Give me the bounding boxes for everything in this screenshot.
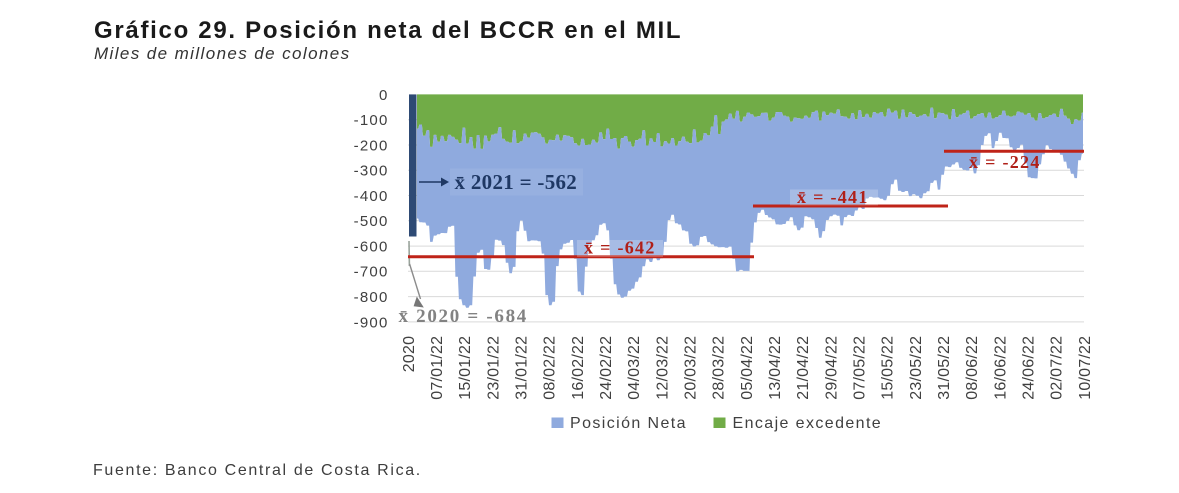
svg-text:23/05/22: 23/05/22 bbox=[908, 336, 925, 400]
svg-text:02/07/22: 02/07/22 bbox=[1049, 336, 1066, 400]
svg-text:x̄ = -224: x̄ = -224 bbox=[969, 152, 1041, 172]
svg-text:Posición Neta: Posición Neta bbox=[570, 415, 687, 432]
svg-text:-400: -400 bbox=[354, 188, 389, 205]
svg-text:-800: -800 bbox=[354, 289, 389, 306]
svg-text:16/02/22: 16/02/22 bbox=[570, 336, 587, 400]
svg-text:24/02/22: 24/02/22 bbox=[598, 336, 615, 400]
svg-text:10/07/22: 10/07/22 bbox=[1077, 336, 1094, 400]
svg-text:-500: -500 bbox=[354, 213, 389, 230]
svg-text:-900: -900 bbox=[354, 314, 389, 331]
svg-text:x̄ = -642: x̄ = -642 bbox=[584, 238, 656, 258]
svg-text:31/01/22: 31/01/22 bbox=[514, 336, 531, 400]
svg-text:21/04/22: 21/04/22 bbox=[795, 336, 812, 400]
svg-text:Encaje excedente: Encaje excedente bbox=[733, 415, 883, 432]
svg-text:31/05/22: 31/05/22 bbox=[936, 336, 953, 400]
svg-text:20/03/22: 20/03/22 bbox=[683, 336, 700, 400]
svg-text:24/06/22: 24/06/22 bbox=[1021, 336, 1038, 400]
svg-text:05/04/22: 05/04/22 bbox=[739, 336, 756, 400]
svg-text:x̄ 2020 = -684: x̄ 2020 = -684 bbox=[399, 306, 529, 327]
svg-text:23/01/22: 23/01/22 bbox=[485, 336, 502, 400]
svg-text:-100: -100 bbox=[354, 112, 389, 129]
svg-text:07/05/22: 07/05/22 bbox=[852, 336, 869, 400]
svg-text:12/03/22: 12/03/22 bbox=[654, 336, 671, 400]
svg-text:x̄ = -441: x̄ = -441 bbox=[797, 187, 869, 207]
svg-text:-300: -300 bbox=[354, 163, 389, 180]
svg-text:13/04/22: 13/04/22 bbox=[767, 336, 784, 400]
svg-text:28/03/22: 28/03/22 bbox=[711, 336, 728, 400]
svg-text:-200: -200 bbox=[354, 137, 389, 154]
svg-text:2020: 2020 bbox=[401, 336, 418, 372]
svg-text:04/03/22: 04/03/22 bbox=[626, 336, 643, 400]
svg-text:x̄ 2021 = -562: x̄ 2021 = -562 bbox=[455, 170, 578, 194]
svg-text:08/02/22: 08/02/22 bbox=[542, 336, 559, 400]
svg-text:-700: -700 bbox=[354, 264, 389, 281]
svg-text:08/06/22: 08/06/22 bbox=[964, 336, 981, 400]
svg-text:15/01/22: 15/01/22 bbox=[457, 336, 474, 400]
svg-text:15/05/22: 15/05/22 bbox=[880, 336, 897, 400]
svg-text:07/01/22: 07/01/22 bbox=[429, 336, 446, 400]
svg-text:0: 0 bbox=[379, 87, 389, 104]
svg-text:16/06/22: 16/06/22 bbox=[992, 336, 1009, 400]
svg-text:-600: -600 bbox=[354, 239, 389, 256]
svg-text:29/04/22: 29/04/22 bbox=[823, 336, 840, 400]
